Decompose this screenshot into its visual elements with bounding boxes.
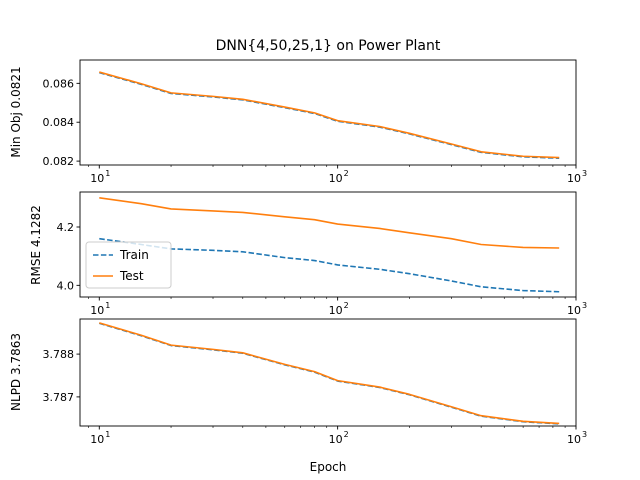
x-tick-exponent-rmse: 2 [344,301,349,310]
y-tick-label-min-obj: 0.086 [43,77,75,90]
legend-label-train: Train [119,248,149,262]
x-tick-exponent-nlpd: 3 [582,430,587,439]
legend: Train Test [85,241,172,289]
axes-frame-min-obj [79,59,577,166]
x-tick-exponent-nlpd: 1 [105,430,110,439]
x-tick-exponent-nlpd: 2 [344,430,349,439]
y-tick-label-min-obj: 0.082 [43,155,75,168]
x-tick-label-nlpd: 10 [567,433,581,446]
x-axis-label: Epoch [310,460,347,474]
x-tick-exponent-rmse: 3 [582,301,587,310]
x-tick-exponent-min-obj: 3 [582,169,587,178]
x-tick-label-nlpd: 10 [90,433,104,446]
axes-frame-rmse [79,191,577,298]
series-line-train-rmse [99,237,560,293]
x-tick-exponent-min-obj: 1 [105,169,110,178]
axes-frame-nlpd [79,318,577,427]
series-line-test-min-obj [99,71,560,159]
x-tick-label-min-obj: 10 [567,172,581,185]
panel-rmse-ylabel: RMSE 4.1282 [29,205,43,285]
legend-label-test: Test [119,269,144,283]
series-line-test-nlpd [99,322,560,425]
x-tick-label-rmse: 10 [329,304,343,317]
panel-min-obj-ylabel: Min Obj 0.0821 [9,66,23,157]
panel-nlpd-ylabel: NLPD 3.7863 [9,333,23,411]
series-line-test-rmse [99,197,560,249]
x-tick-label-nlpd: 10 [329,433,343,446]
x-tick-label-min-obj: 10 [329,172,343,185]
x-tick-exponent-min-obj: 2 [344,169,349,178]
x-tick-exponent-rmse: 1 [105,301,110,310]
panel-rmse: RMSE 4.1282 4.04.210 1 10 2 10 3 [29,191,587,317]
x-tick-label-rmse: 10 [567,304,581,317]
x-tick-label-rmse: 10 [90,304,104,317]
y-tick-label-rmse: 4.0 [57,279,75,292]
y-tick-label-nlpd: 3.787 [43,391,75,404]
y-tick-label-min-obj: 0.084 [43,116,75,129]
x-tick-label-min-obj: 10 [90,172,104,185]
y-tick-label-nlpd: 3.788 [43,348,75,361]
figure-title: DNN{4,50,25,1} on Power Plant [216,38,441,54]
y-tick-label-rmse: 4.2 [57,221,75,234]
